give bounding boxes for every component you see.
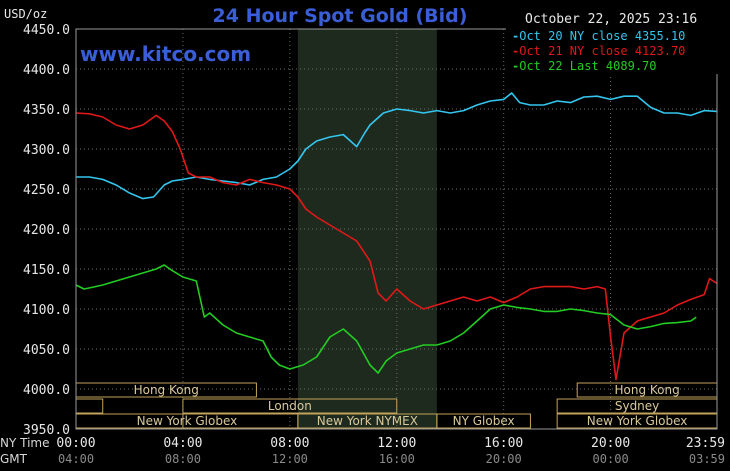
- session-label: NY Globex: [453, 414, 515, 428]
- legend-item-oct21: -Oct 21 NY close 4123.70: [512, 44, 686, 58]
- x-tick-label-gmt: 08:00: [165, 452, 201, 466]
- series-line-3: [75, 264, 697, 374]
- x-tick-label-gmt: 04:00: [58, 452, 94, 466]
- x-tick-label-ny: 04:00: [163, 436, 202, 451]
- y-axis-unit-label: USD/oz: [4, 7, 48, 21]
- series-line-1: [76, 92, 718, 200]
- session-label: London: [268, 399, 312, 413]
- gmt-axis-label: GMT: [0, 452, 27, 466]
- y-axis-ticks: 3950.0 4000.0 4050.0 4100.0 4150.0 4200.0 4250…: [23, 23, 70, 438]
- plot-border: [75, 28, 718, 430]
- x-tick-label-ny: 16:00: [484, 436, 523, 451]
- legend-label-oct21: Oct 21 NY close 4123.70: [519, 44, 686, 58]
- y-tick-label: 4250.0: [23, 183, 70, 198]
- session-label: Hong Kong: [134, 383, 199, 397]
- session-box: [436, 413, 531, 429]
- x-tick-label-ny: 08:00: [270, 436, 309, 451]
- x-tick-label-ny: 12:00: [377, 436, 416, 451]
- timestamp-label: October 22, 2025 23:16: [525, 12, 698, 27]
- ny-time-axis-label: NY Time: [0, 436, 50, 450]
- y-tick-label: 4350.0: [23, 103, 70, 118]
- x-tick-label-gmt: 12:00: [272, 452, 308, 466]
- session-label: New York Globex: [587, 414, 688, 428]
- legend-item-oct22: -Oct 22 Last 4089.70: [512, 59, 657, 73]
- x-tick-label-gmt: 03:59: [689, 452, 725, 466]
- y-tick-label: 4050.0: [23, 343, 70, 358]
- chart-legend: -Oct 20 NY close 4355.10 -Oct 21 NY clos…: [506, 28, 718, 74]
- session-label: Sydney: [615, 399, 659, 413]
- y-tick-label: 4150.0: [23, 263, 70, 278]
- x-tick-label-ny: 23:59: [686, 436, 725, 451]
- x-axis-ticks: 00:0004:0004:0008:0008:0012:0012:0016:00…: [56, 436, 725, 466]
- legend-label-oct20: Oct 20 NY close 4355.10: [519, 29, 686, 43]
- legend-label-oct22: Oct 22 Last 4089.70: [519, 59, 657, 73]
- x-tick-label-gmt: 16:00: [379, 452, 415, 466]
- x-tick-label-gmt: 00:00: [593, 452, 629, 466]
- x-tick-label-ny: 20:00: [591, 436, 630, 451]
- y-tick-label: 4400.0: [23, 63, 70, 78]
- x-tick-label-gmt: 20:00: [486, 452, 522, 466]
- x-tick-label-ny: 00:00: [56, 436, 95, 451]
- nymex-highlight-band: [297, 29, 437, 429]
- y-tick-label: 4300.0: [23, 143, 70, 158]
- session-label: New York NYMEX: [317, 414, 418, 428]
- legend-item-oct20: -Oct 20 NY close 4355.10: [512, 29, 686, 43]
- y-tick-label: 4450.0: [23, 23, 70, 38]
- session-label: New York Globex: [137, 414, 238, 428]
- y-tick-label: 4100.0: [23, 303, 70, 318]
- series-line-2: [75, 112, 718, 381]
- y-tick-label: 3950.0: [23, 423, 70, 438]
- chart-title: 24 Hour Spot Gold (Bid): [212, 5, 468, 27]
- session-label: Hong Kong: [614, 383, 679, 397]
- watermark-link[interactable]: www.kitco.com: [80, 42, 252, 66]
- y-tick-label: 4000.0: [23, 383, 70, 398]
- series-lines: [75, 92, 718, 381]
- y-tick-label: 4200.0: [23, 223, 70, 238]
- session-box: [182, 398, 398, 414]
